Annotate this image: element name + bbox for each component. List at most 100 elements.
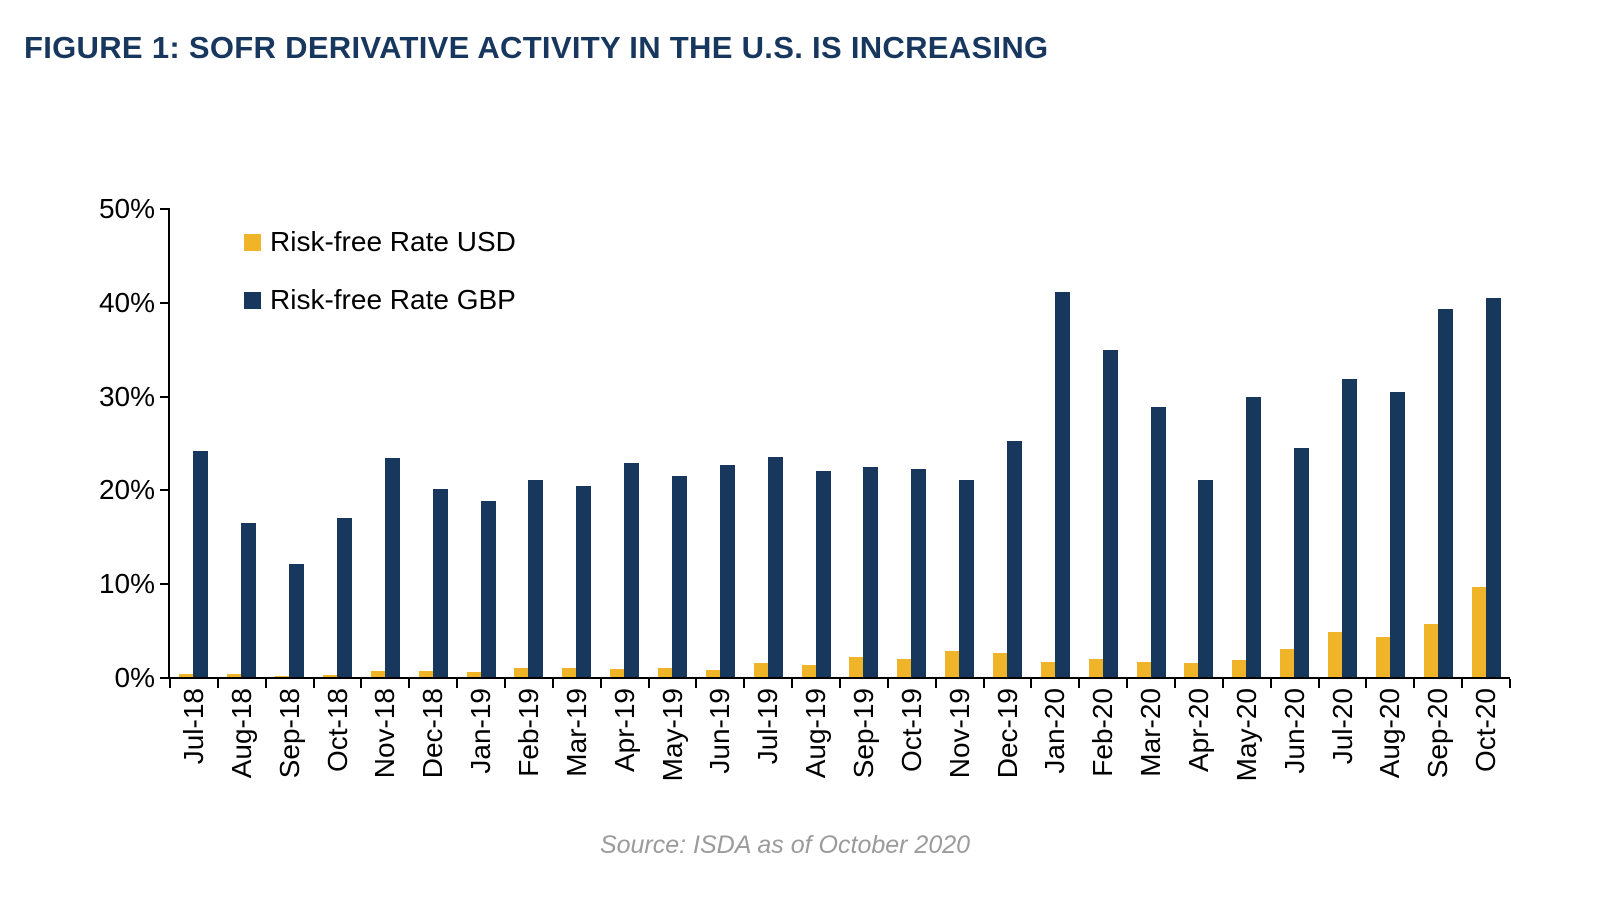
y-tick bbox=[160, 208, 168, 210]
x-axis-label-Mar-20: Mar-20 bbox=[1135, 688, 1167, 777]
x-tick bbox=[599, 679, 602, 688]
bar-gbp-Oct-19 bbox=[911, 469, 927, 677]
x-axis-line bbox=[168, 677, 1510, 679]
x-axis-label-Feb-20: Feb-20 bbox=[1087, 688, 1119, 777]
chart-legend: Risk-free Rate USD Risk-free Rate GBP bbox=[244, 226, 516, 316]
x-tick bbox=[312, 679, 315, 688]
bar-usd-Sep-19 bbox=[849, 657, 864, 677]
bar-usd-May-20 bbox=[1232, 660, 1247, 677]
x-tick bbox=[934, 679, 937, 688]
bar-usd-Oct-20 bbox=[1471, 587, 1486, 677]
x-axis-label-Sep-18: Sep-18 bbox=[273, 688, 305, 779]
bar-gbp-Feb-19 bbox=[528, 480, 544, 677]
bar-gbp-Mar-20 bbox=[1150, 407, 1166, 677]
x-axis-label-Sep-19: Sep-19 bbox=[847, 688, 879, 779]
bar-gbp-Apr-19 bbox=[624, 463, 640, 677]
x-tick bbox=[551, 679, 554, 688]
bar-gbp-May-20 bbox=[1246, 397, 1262, 677]
x-axis-label-Oct-19: Oct-19 bbox=[895, 688, 927, 773]
figure-title: FIGURE 1: SOFR DERIVATIVE ACTIVITY IN TH… bbox=[24, 30, 1049, 65]
x-tick bbox=[1365, 679, 1368, 688]
x-tick bbox=[1030, 679, 1033, 688]
bar-gbp-Apr-20 bbox=[1198, 480, 1214, 677]
x-axis-label-Oct-18: Oct-18 bbox=[321, 688, 353, 773]
x-axis-label-Mar-19: Mar-19 bbox=[560, 688, 592, 777]
x-tick bbox=[408, 679, 411, 688]
x-tick bbox=[647, 679, 650, 688]
bar-gbp-Jun-20 bbox=[1294, 448, 1310, 677]
x-axis-label-Jun-20: Jun-20 bbox=[1278, 688, 1310, 774]
bar-usd-Feb-19 bbox=[514, 668, 529, 677]
x-axis-label-Jun-19: Jun-19 bbox=[704, 688, 736, 774]
bar-usd-Dec-19 bbox=[993, 653, 1007, 677]
bar-usd-Jan-20 bbox=[1040, 662, 1055, 677]
bar-gbp-Aug-18 bbox=[241, 523, 257, 677]
x-axis-label-Feb-19: Feb-19 bbox=[512, 688, 544, 777]
y-tick-label: 0% bbox=[114, 662, 155, 693]
x-tick bbox=[504, 679, 506, 688]
bar-gbp-Nov-18 bbox=[384, 458, 400, 677]
bar-gbp-Oct-18 bbox=[337, 518, 352, 677]
x-axis-label-Apr-20: Apr-20 bbox=[1182, 688, 1214, 773]
x-tick bbox=[1317, 679, 1320, 688]
bar-gbp-Sep-20 bbox=[1437, 309, 1453, 677]
y-tick bbox=[160, 583, 168, 586]
bar-gbp-Mar-19 bbox=[576, 486, 592, 677]
bar-usd-Apr-19 bbox=[610, 669, 625, 677]
x-axis-label-Oct-20: Oct-20 bbox=[1470, 688, 1502, 773]
bar-gbp-Jul-19 bbox=[767, 457, 783, 677]
bar-usd-Aug-19 bbox=[801, 665, 816, 677]
bar-usd-Aug-18 bbox=[227, 674, 242, 677]
x-tick bbox=[1509, 679, 1511, 688]
x-axis-label-Jul-19: Jul-19 bbox=[752, 688, 784, 765]
bar-usd-Nov-18 bbox=[370, 671, 385, 677]
bar-usd-Sep-18 bbox=[275, 676, 290, 677]
bar-gbp-May-19 bbox=[672, 476, 687, 677]
y-tick bbox=[160, 395, 168, 398]
x-axis-label-Jan-19: Jan-19 bbox=[465, 688, 497, 774]
y-tick bbox=[160, 677, 168, 679]
bar-gbp-Dec-19 bbox=[1007, 441, 1022, 677]
bar-usd-Sep-20 bbox=[1423, 624, 1438, 677]
x-axis-label-Jul-20: Jul-20 bbox=[1326, 688, 1358, 765]
bar-gbp-Feb-20 bbox=[1102, 350, 1118, 677]
bar-usd-May-19 bbox=[658, 668, 672, 677]
x-axis-label-Aug-18: Aug-18 bbox=[225, 688, 257, 779]
x-axis-label-May-19: May-19 bbox=[656, 688, 688, 782]
x-tick bbox=[456, 679, 459, 688]
bar-gbp-Jun-19 bbox=[719, 465, 735, 677]
x-axis-label-Apr-19: Apr-19 bbox=[608, 688, 640, 773]
bar-usd-Jun-19 bbox=[705, 670, 720, 677]
bar-usd-Dec-18 bbox=[418, 671, 433, 677]
x-axis-label-Dec-19: Dec-19 bbox=[991, 688, 1023, 779]
y-tick-label: 40% bbox=[98, 286, 155, 318]
x-axis-label-Dec-18: Dec-18 bbox=[417, 688, 449, 779]
bar-gbp-Nov-19 bbox=[959, 480, 975, 677]
x-tick bbox=[1221, 679, 1224, 688]
x-tick bbox=[1126, 679, 1129, 688]
bar-gbp-Aug-19 bbox=[815, 471, 831, 677]
bar-gbp-Aug-20 bbox=[1389, 392, 1405, 677]
legend-item-usd: Risk-free Rate USD bbox=[244, 226, 516, 258]
bar-gbp-Jan-19 bbox=[480, 501, 496, 677]
x-axis-label-Sep-20: Sep-20 bbox=[1422, 688, 1454, 779]
bar-usd-Apr-20 bbox=[1184, 663, 1199, 677]
x-axis-label-Aug-19: Aug-19 bbox=[800, 688, 832, 779]
y-tick-label: 20% bbox=[98, 474, 155, 506]
x-tick bbox=[264, 679, 267, 688]
bar-usd-Oct-19 bbox=[897, 659, 912, 677]
x-tick bbox=[1461, 679, 1464, 688]
bar-usd-Jul-20 bbox=[1328, 632, 1342, 677]
x-axis-label-Nov-18: Nov-18 bbox=[369, 688, 401, 779]
y-tick-label: 30% bbox=[98, 380, 155, 412]
x-axis-label-Jan-20: Jan-20 bbox=[1039, 688, 1071, 774]
y-tick-label: 10% bbox=[98, 568, 155, 600]
x-tick bbox=[216, 679, 219, 688]
bar-usd-Feb-20 bbox=[1088, 659, 1103, 677]
x-tick bbox=[169, 679, 171, 688]
bar-usd-Jul-19 bbox=[753, 663, 768, 677]
y-axis-line bbox=[168, 208, 170, 679]
x-tick bbox=[1413, 679, 1416, 688]
